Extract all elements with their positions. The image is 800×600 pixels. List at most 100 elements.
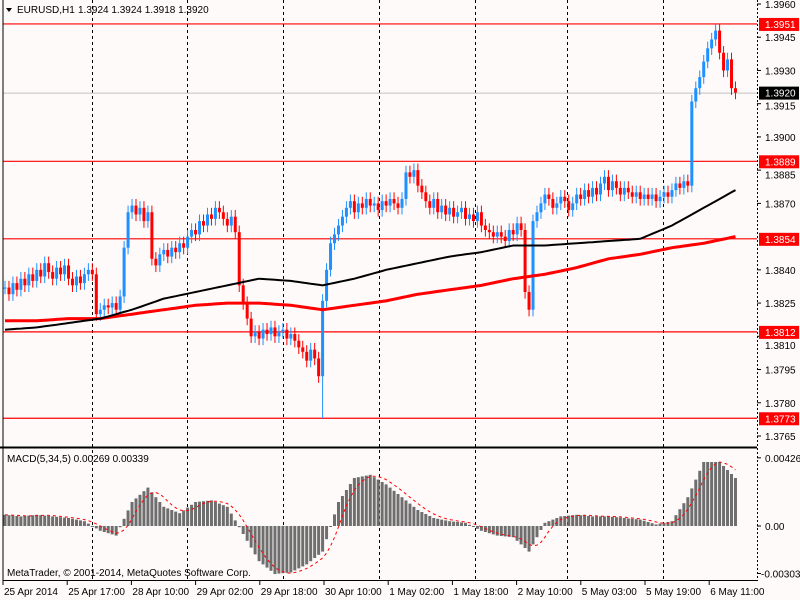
bull-candle — [336, 225, 340, 235]
bull-candle — [698, 77, 702, 89]
bear-candle — [313, 349, 317, 359]
bear-candle — [94, 274, 98, 315]
bear-candle — [293, 334, 297, 341]
macd-histogram-bar — [618, 517, 622, 526]
macd-histogram-bar — [404, 500, 408, 526]
macd-histogram-bar — [733, 478, 737, 526]
macd-histogram-bar — [289, 526, 293, 573]
macd-histogram-bar — [237, 526, 241, 528]
macd-histogram-bar — [348, 484, 352, 526]
macd-histogram-bar — [440, 519, 444, 526]
macd-histogram-bar — [372, 477, 376, 526]
bear-candle — [487, 229, 491, 233]
bull-candle — [11, 283, 15, 295]
macd-histogram-bar — [471, 526, 475, 527]
bear-candle — [384, 201, 388, 206]
bear-candle — [134, 205, 138, 215]
bear-candle — [424, 192, 428, 202]
level-price-tag — [759, 17, 799, 31]
price-tick-label: 1.3885 — [765, 170, 796, 181]
time-tick-label: 28 Apr 10:00 — [132, 587, 189, 598]
day-separators — [92, 0, 664, 580]
bear-candle — [360, 203, 364, 208]
macd-histogram-bar — [329, 526, 333, 527]
macd-histogram-bar — [301, 526, 305, 567]
bear-candle — [563, 196, 567, 202]
macd-histogram-bar — [467, 524, 471, 526]
bull-candle — [102, 305, 106, 310]
bear-candle — [730, 59, 734, 89]
bull-candle — [43, 263, 47, 277]
macd-histogram-bar — [15, 516, 19, 526]
time-tick-label: 2 May 10:00 — [518, 587, 573, 598]
bear-candle — [420, 185, 424, 193]
macd-histogram-bar — [491, 526, 495, 535]
macd-histogram-bar — [599, 516, 602, 526]
time-tick-label: 1 May 18:00 — [453, 587, 508, 598]
bull-candle — [348, 201, 352, 208]
level-price-tag — [759, 325, 799, 339]
bear-candle — [428, 201, 432, 208]
macd-histogram-bar — [630, 518, 634, 526]
bull-candle — [380, 201, 384, 211]
level-price-tag — [759, 232, 799, 246]
macd-histogram-bar — [432, 518, 436, 526]
macd-histogram-bar — [309, 526, 313, 562]
bull-candle — [531, 221, 535, 310]
bear-candle — [499, 232, 503, 237]
bull-candle — [400, 198, 404, 208]
bull-candle — [110, 303, 114, 308]
macd-histogram-bar — [420, 512, 424, 526]
bear-candle — [396, 203, 400, 208]
bear-candle — [614, 181, 618, 188]
bull-candle — [118, 296, 122, 310]
bear-candle — [630, 192, 634, 197]
current-price-label: 1.3920 — [765, 89, 796, 100]
macd-histogram-bar — [622, 518, 626, 526]
bull-candle — [674, 183, 678, 191]
macd-histogram-bar — [587, 516, 591, 526]
macd-histogram-bar — [213, 502, 217, 526]
level-price-label: 1.3889 — [765, 157, 796, 168]
macd-histogram-bar — [233, 520, 237, 526]
macd-histogram-bar — [638, 519, 642, 526]
bull-candle — [130, 205, 134, 213]
bull-candle — [634, 192, 638, 197]
macd-histogram-bar — [70, 518, 74, 526]
macd-histogram-bar — [94, 526, 98, 529]
macd-histogram-bar — [186, 507, 190, 526]
price-axis: 1.3960 1.3945 1.3930 1.3915 1.3900 1.3885 1.38… — [757, 0, 800, 580]
bear-candle — [686, 181, 690, 186]
macd-histogram-bar — [547, 521, 551, 526]
bull-candle — [190, 229, 194, 237]
bear-candle — [202, 221, 205, 226]
macd-histogram-bar — [714, 462, 718, 526]
triangle-down-icon[interactable] — [6, 8, 12, 12]
macd-histogram-bar — [475, 526, 479, 529]
time-tick-label: 5 May 19:00 — [646, 587, 701, 598]
bear-candle — [527, 292, 531, 310]
bull-candle — [694, 88, 698, 102]
bull-candle — [63, 265, 67, 275]
bear-candle — [297, 340, 301, 348]
bull-candle — [329, 243, 333, 270]
time-tick-label: 1 May 02:00 — [389, 587, 444, 598]
macd-histogram-bar — [456, 522, 460, 526]
macd-pane — [3, 461, 737, 574]
bull-candle — [253, 331, 257, 337]
macd-histogram-bar — [82, 521, 86, 526]
chart-ohlc: 1.3924 1.3924 1.3918 1.3920 — [78, 5, 209, 16]
macd-histogram-bar — [376, 479, 380, 526]
bull-candle — [388, 198, 392, 206]
bull-candle — [543, 194, 547, 204]
bull-candle — [138, 207, 142, 215]
macd-histogram-bar — [634, 519, 638, 526]
bull-candle — [55, 267, 59, 279]
bull-candle — [261, 329, 265, 339]
macd-histogram-bar — [55, 516, 59, 526]
bear-candle — [273, 327, 277, 337]
macd-histogram-bar — [281, 526, 285, 574]
macd-histogram-bar — [43, 515, 47, 526]
bear-candle — [392, 198, 396, 204]
